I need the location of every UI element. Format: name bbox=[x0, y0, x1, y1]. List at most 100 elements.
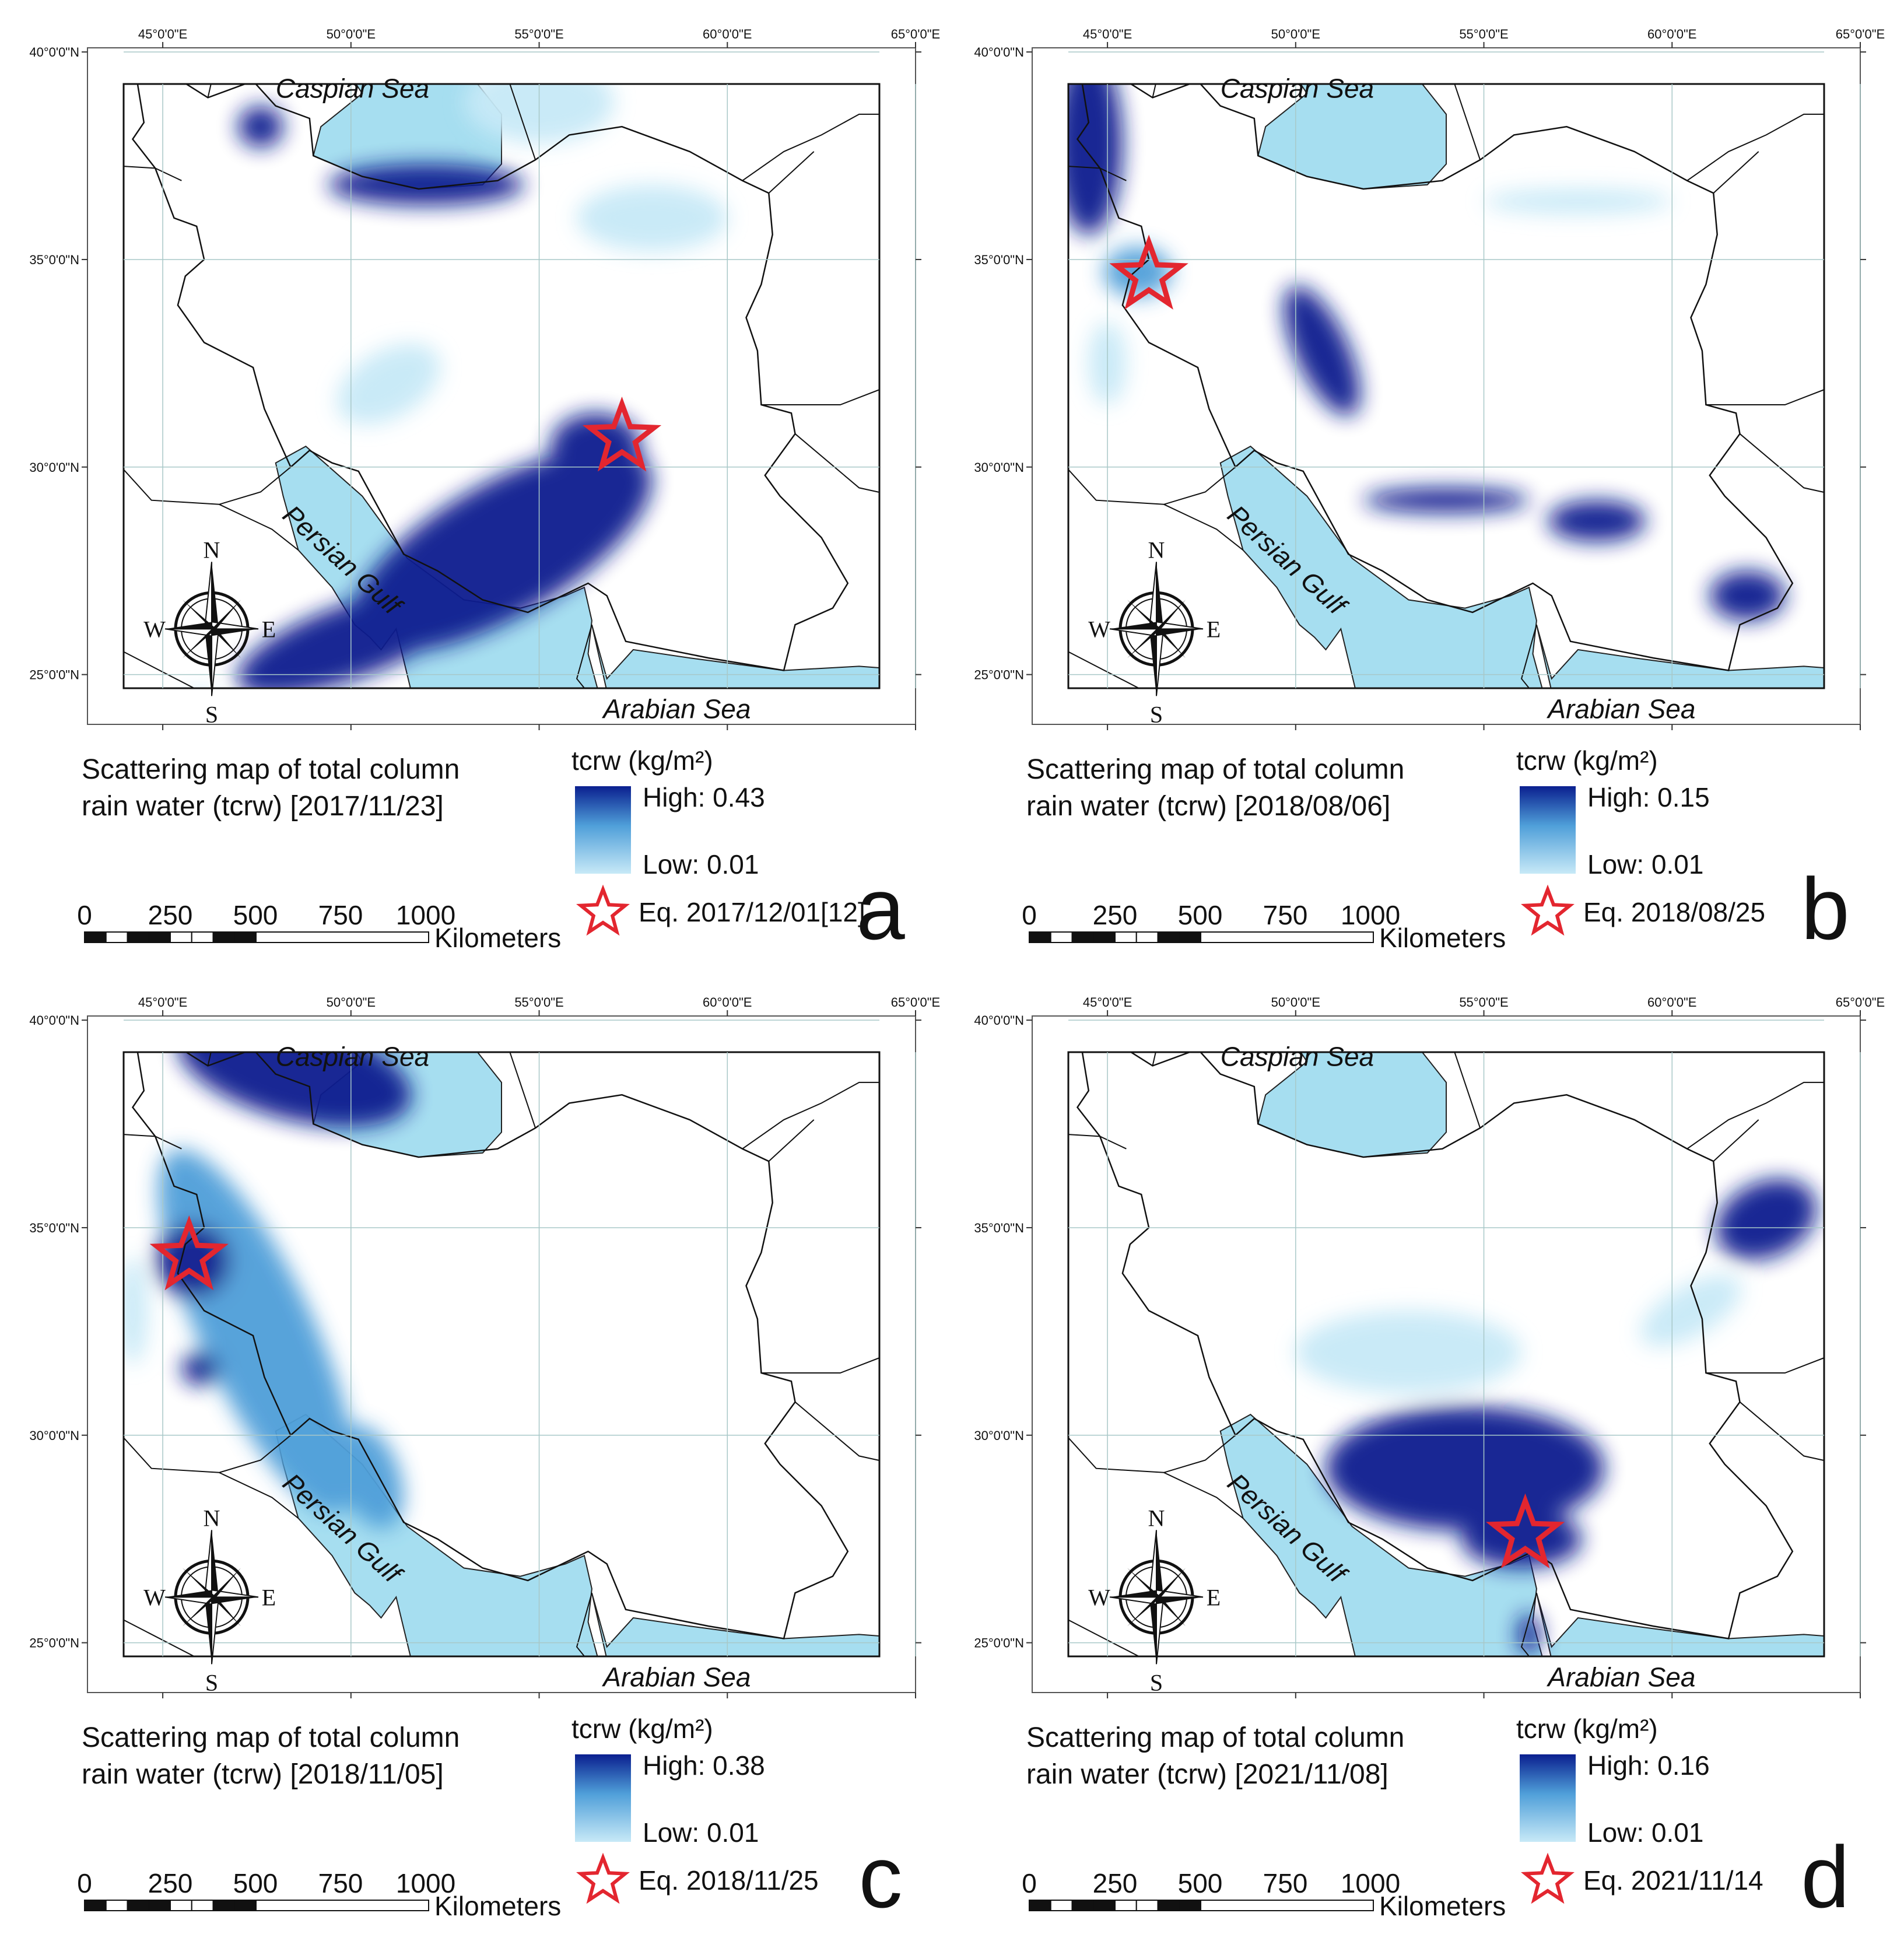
scale-tick-label: 500 bbox=[233, 900, 278, 930]
country-border bbox=[219, 503, 299, 551]
epicenter-star-icon bbox=[149, 1215, 229, 1291]
scale-segment bbox=[127, 1900, 150, 1911]
scale-segment bbox=[234, 1900, 257, 1911]
lat-tick-label: 30°0'0"N bbox=[974, 1428, 1024, 1443]
country-border bbox=[1520, 1592, 1537, 1656]
scale-segment bbox=[1114, 931, 1137, 943]
rain-blob bbox=[1716, 1179, 1817, 1260]
panel-b: 45°0'0"E 50°0'0"E 55°0'0"E 60°0'0"E 65°0'0"E… bbox=[951, 17, 1895, 980]
scale-tick-label: 250 bbox=[148, 1868, 193, 1898]
scale-tick-label: 0 bbox=[1022, 1868, 1037, 1898]
compass-e-label: E bbox=[1207, 616, 1221, 642]
epicenter-star-icon bbox=[1109, 234, 1188, 310]
rain-blob bbox=[1484, 188, 1672, 214]
lon-tick-label: 65°0'0"E bbox=[891, 995, 940, 1010]
country-border bbox=[1713, 151, 1759, 194]
rain-blob bbox=[1295, 1311, 1522, 1394]
caspian-sea-label: Caspian Sea bbox=[276, 73, 429, 103]
lat-tick-label: 35°0'0"N bbox=[974, 1221, 1024, 1235]
compass-n-label: N bbox=[204, 1505, 220, 1531]
scale-tick-label: 1000 bbox=[396, 900, 455, 930]
country-border bbox=[576, 1592, 592, 1656]
country-border bbox=[124, 1619, 196, 1656]
country-border bbox=[1163, 1471, 1244, 1519]
scale-tick-label: 250 bbox=[1093, 1868, 1138, 1898]
compass-n-label: N bbox=[1148, 537, 1165, 563]
map-area bbox=[1068, 84, 1824, 688]
legend-title: tcrw (kg/m²) bbox=[1516, 745, 1658, 776]
scale-tick-label: 1000 bbox=[396, 1868, 455, 1898]
epicenter-star-icon bbox=[582, 396, 662, 472]
country-border bbox=[1739, 1402, 1824, 1462]
country-border bbox=[1686, 113, 1824, 181]
country-border bbox=[1739, 433, 1824, 493]
scale-segment bbox=[1050, 931, 1073, 943]
scale-outline bbox=[1029, 1900, 1374, 1911]
map-title-line2: rain water (tcrw) [2017/11/23] bbox=[82, 791, 444, 822]
lat-tick-label: 40°0'0"N bbox=[29, 1013, 79, 1028]
lon-tick-label: 65°0'0"E bbox=[1836, 27, 1885, 41]
scale-segment bbox=[1157, 931, 1180, 943]
scale-segment bbox=[105, 1900, 128, 1911]
legend-eq-label: Eq. 2017/12/01[12] bbox=[639, 897, 865, 927]
scale-bar bbox=[1029, 931, 1374, 943]
legend-star-icon bbox=[1521, 884, 1575, 936]
scale-tick-label: 0 bbox=[77, 1868, 92, 1898]
rain-blob bbox=[336, 1425, 404, 1529]
lon-tick-label: 65°0'0"E bbox=[1836, 995, 1885, 1010]
compass-n-label: N bbox=[204, 537, 220, 563]
compass-s-label: S bbox=[1150, 701, 1163, 727]
lon-tick-label: 55°0'0"E bbox=[1459, 27, 1508, 41]
scale-bar bbox=[84, 931, 429, 943]
map-figure-d: 45°0'0"E 50°0'0"E 55°0'0"E 60°0'0"E 65°0'0"E… bbox=[974, 995, 1885, 1926]
lon-tick-label: 45°0'0"E bbox=[1083, 27, 1132, 41]
country-border bbox=[1068, 1619, 1141, 1656]
arabian-sea-label: Arabian Sea bbox=[1546, 1662, 1695, 1692]
lon-tick-label: 60°0'0"E bbox=[703, 995, 752, 1010]
country-border bbox=[1686, 1081, 1824, 1150]
legend-low-label: Low: 0.01 bbox=[1587, 1817, 1703, 1848]
rain-blob bbox=[1709, 570, 1785, 621]
rain-blob bbox=[1103, 247, 1172, 297]
scale-segment bbox=[191, 931, 214, 943]
caspian-sea-label: Caspian Sea bbox=[1221, 73, 1374, 103]
lon-tick-label: 55°0'0"E bbox=[514, 995, 563, 1010]
country-border bbox=[207, 84, 212, 98]
scale-segment bbox=[1179, 1900, 1201, 1911]
lat-tick-label: 30°0'0"N bbox=[29, 460, 79, 475]
lat-tick-label: 25°0'0"N bbox=[974, 668, 1024, 682]
scale-segment bbox=[1029, 931, 1051, 943]
arabian-sea-label: Arabian Sea bbox=[601, 1662, 751, 1692]
lat-tick-label: 35°0'0"N bbox=[29, 1221, 79, 1235]
scale-segment bbox=[1157, 1900, 1180, 1911]
compass-w-label: W bbox=[1088, 616, 1110, 642]
lat-tick-label: 30°0'0"N bbox=[974, 460, 1024, 475]
compass-s-label: S bbox=[205, 1669, 218, 1695]
country-border bbox=[768, 151, 815, 194]
arabian-sea-label: Arabian Sea bbox=[1546, 693, 1695, 724]
lon-tick-label: 65°0'0"E bbox=[891, 27, 940, 41]
scale-tick-label: 250 bbox=[1093, 900, 1138, 930]
lon-tick-label: 60°0'0"E bbox=[1647, 995, 1696, 1010]
legend-colorbar bbox=[575, 1754, 631, 1842]
scale-tick-label: 0 bbox=[1022, 900, 1037, 930]
legend-low-label: Low: 0.01 bbox=[1587, 849, 1703, 880]
scale-segment bbox=[127, 931, 150, 943]
legend-title: tcrw (kg/m²) bbox=[571, 745, 713, 776]
country-border bbox=[124, 166, 182, 181]
scale-bar bbox=[1029, 1900, 1374, 1911]
country-border bbox=[761, 389, 879, 405]
map-title-line2: rain water (tcrw) [2021/11/08] bbox=[1026, 1759, 1388, 1790]
country-border bbox=[1706, 389, 1824, 405]
scale-tick-label: 1000 bbox=[1341, 900, 1400, 930]
legend-low-label: Low: 0.01 bbox=[643, 849, 759, 880]
country-border bbox=[768, 1119, 815, 1162]
legend-colorbar bbox=[575, 786, 631, 874]
map-inner-frame bbox=[1067, 83, 1825, 689]
scale-segment bbox=[1135, 931, 1159, 943]
country-border bbox=[1068, 651, 1141, 688]
caspian-sea-label: Caspian Sea bbox=[276, 1041, 429, 1071]
rain-blob bbox=[550, 413, 641, 480]
lat-tick-label: 25°0'0"N bbox=[29, 1636, 79, 1651]
lon-tick-label: 45°0'0"E bbox=[138, 995, 187, 1010]
